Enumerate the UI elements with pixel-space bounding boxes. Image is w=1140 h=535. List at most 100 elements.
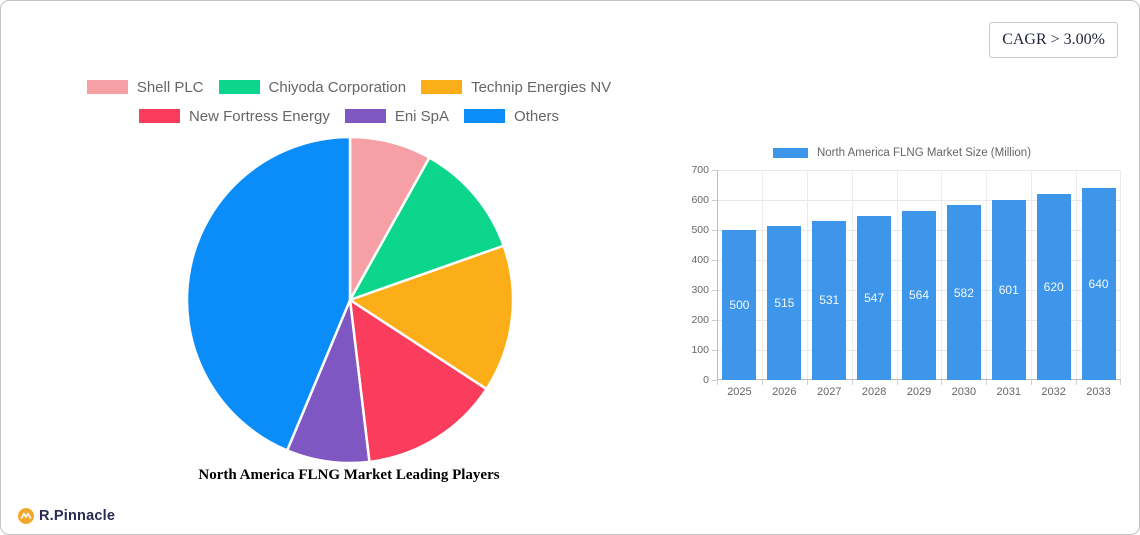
brand-name: R.Pinnacle: [39, 508, 116, 524]
gridline-horizontal: [717, 199, 1121, 201]
x-axis-tick-label: 2032: [1041, 386, 1066, 398]
x-axis-tick-mark: [986, 380, 988, 385]
y-axis-tick-mark: [712, 320, 717, 321]
gridline-vertical: [896, 170, 898, 380]
cagr-badge: CAGR > 3.00%: [989, 22, 1118, 58]
bar-2027[interactable]: 531: [812, 220, 847, 380]
legend-label: Chiyoda Corporation: [268, 78, 407, 96]
legend-label: Others: [514, 107, 560, 125]
bar-2030[interactable]: 582: [946, 205, 981, 380]
legend-swatch-new-fortress-energy: [138, 109, 180, 123]
gridline-vertical: [986, 170, 988, 380]
gridline-vertical: [941, 170, 943, 380]
y-axis-tick-mark: [712, 260, 717, 261]
x-axis-tick-label: 2025: [727, 386, 752, 398]
gridline-vertical: [851, 170, 853, 380]
legend-label: Eni SpA: [394, 107, 450, 125]
bar-value-label: 582: [953, 285, 974, 300]
x-axis-tick-mark: [806, 380, 808, 385]
bar-2029[interactable]: 564: [902, 210, 936, 380]
legend-swatch-shell-plc: [86, 80, 128, 94]
x-axis-tick-label: 2028: [861, 386, 887, 398]
bar-2031[interactable]: 601: [991, 199, 1026, 380]
legend-swatch-others: [464, 109, 506, 123]
bar-2032[interactable]: 620: [1036, 194, 1071, 380]
bar-value-label: 515: [774, 295, 795, 310]
y-axis-tick-label: 700: [691, 164, 709, 176]
y-axis-tick-mark: [712, 380, 717, 381]
bar-value-label: 601: [998, 282, 1019, 297]
x-axis-tick-mark: [896, 380, 898, 385]
bar-value-label: 640: [1088, 277, 1109, 291]
bar-value-label: 531: [819, 293, 840, 308]
bar-legend-item[interactable]: North America FLNG Market Size (Million): [667, 147, 1137, 159]
gridline-vertical: [806, 170, 808, 380]
y-axis-tick-mark: [712, 350, 717, 351]
bar-value-label: 547: [864, 290, 885, 305]
gridline-vertical: [761, 170, 763, 380]
pie-slice-new-fortress-energy[interactable]: [348, 298, 488, 464]
bar-value-label: 620: [1043, 280, 1064, 294]
pie-chart-title: North America FLNG Market Leading Player…: [198, 467, 500, 483]
x-axis-tick-mark: [851, 380, 853, 385]
legend-item-new-fortress-energy[interactable]: New Fortress Energy: [138, 107, 330, 125]
legend-item-shell-plc[interactable]: Shell PLC: [86, 79, 204, 96]
pie-legend-row-2: New Fortress Energy Eni SpA Others: [138, 102, 559, 130]
legend-item-others[interactable]: Others: [464, 108, 559, 125]
brand-footer: R.Pinnacle: [18, 508, 115, 524]
x-axis-tick-mark: [1120, 380, 1121, 385]
x-axis-tick-label: 2026: [772, 386, 797, 398]
y-axis-tick-label: 300: [691, 284, 709, 296]
legend-label: Technip Energies NV: [471, 78, 612, 96]
bar-legend-swatch: [772, 148, 808, 158]
y-axis-tick-mark: [712, 230, 717, 231]
x-axis-tick-label: 2033: [1086, 386, 1111, 398]
pie-slice-others[interactable]: [185, 135, 352, 452]
y-axis-tick-label: 400: [691, 254, 709, 266]
y-axis-tick-label: 200: [691, 314, 709, 326]
legend-swatch-chiyoda-corporation: [218, 80, 260, 94]
x-axis-tick-label: 2031: [996, 386, 1021, 398]
gridline-horizontal: [717, 169, 1121, 171]
bar-2025[interactable]: 500: [722, 230, 757, 380]
cagr-badge-label: CAGR > 3.00%: [1002, 31, 1105, 48]
bar-2033[interactable]: 640: [1081, 188, 1116, 380]
x-axis-tick-mark: [1076, 380, 1078, 385]
y-axis-tick-label: 600: [691, 194, 709, 206]
y-axis-tick-label: 500: [691, 224, 709, 236]
bar-plot-area: 500 515 531 547 564 582 601 620 640: [717, 169, 1121, 380]
legend-item-chiyoda-corporation[interactable]: Chiyoda Corporation: [218, 78, 407, 96]
gridline-vertical: [1076, 170, 1078, 380]
y-axis-tick-label: 100: [691, 344, 709, 356]
pie-legend: Shell PLC Chiyoda Corporation Technip Ener…: [1, 73, 697, 130]
x-axis-tick-mark: [1031, 380, 1033, 385]
x-axis-tick-mark: [941, 380, 943, 385]
bar-2028[interactable]: 547: [857, 215, 892, 380]
legend-swatch-technip-energies-nv: [421, 80, 463, 94]
y-axis-tick-mark: [712, 200, 717, 201]
pie-chart: [185, 135, 515, 465]
bar-value-label: 564: [908, 288, 930, 303]
y-axis-tick-mark: [712, 290, 717, 291]
y-axis-tick-mark: [712, 170, 717, 171]
legend-item-eni-spa[interactable]: Eni SpA: [344, 107, 450, 125]
y-axis-line: [717, 170, 718, 380]
legend-item-technip-energies-nv[interactable]: Technip Energies NV: [421, 79, 611, 96]
pie-slice-technip-energies-nv[interactable]: [348, 244, 515, 391]
pie-slice-chiyoda-corporation[interactable]: [348, 156, 505, 302]
bar-legend-label: North America FLNG Market Size (Million): [816, 147, 1032, 159]
gridline-vertical: [1031, 170, 1033, 380]
legend-label: New Fortress Energy: [188, 107, 330, 125]
x-axis-tick-label: 2030: [951, 386, 977, 398]
x-axis-tick-mark: [761, 380, 763, 385]
bar-value-label: 500: [729, 298, 750, 312]
x-axis-tick-label: 2029: [906, 386, 932, 398]
y-axis-tick-label: 0: [703, 374, 709, 386]
bar-chart: North America FLNG Market Size (Million)…: [667, 145, 1137, 411]
legend-swatch-eni-spa: [344, 109, 386, 123]
pie-legend-row-1: Shell PLC Chiyoda Corporation Technip Ener…: [86, 73, 611, 101]
x-axis-tick-label: 2027: [816, 386, 842, 398]
x-axis-tick-mark: [717, 380, 718, 385]
bar-2026[interactable]: 515: [767, 225, 802, 380]
